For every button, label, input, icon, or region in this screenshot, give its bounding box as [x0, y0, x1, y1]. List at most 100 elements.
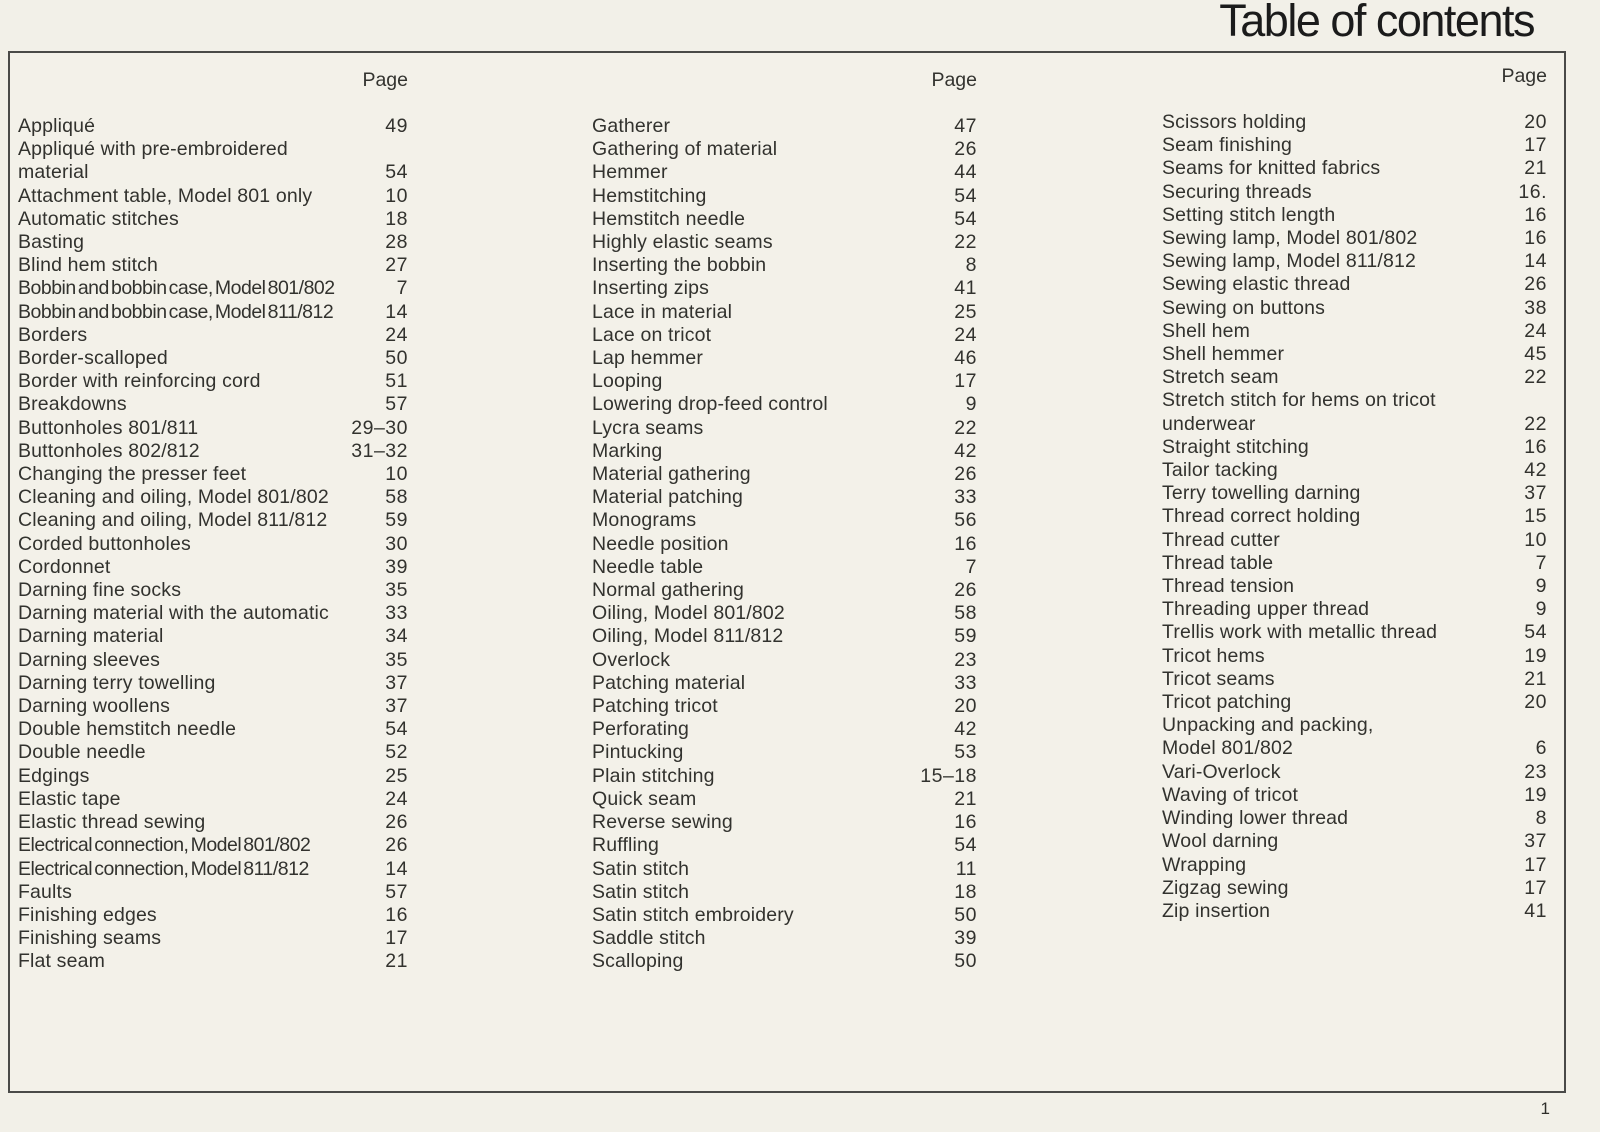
toc-entry-label: Vari-Overlock [1162, 760, 1281, 783]
toc-row: Saddle stitch 39 [592, 927, 977, 950]
toc-entry-label: Sewing elastic thread [1162, 273, 1351, 296]
toc-rows: Appliqué 49 Appliqué with pre-embroidered m… [18, 115, 408, 974]
toc-entry-label: Darning sleeves [18, 648, 161, 671]
toc-entry-label: Automatic stitches [18, 207, 179, 230]
toc-row: Darning fine socks 35 [18, 579, 408, 602]
toc-entry-page: 22 [1524, 366, 1547, 389]
toc-entry-label: Breakdowns [18, 393, 127, 416]
page-column-header: Page [931, 69, 977, 91]
toc-entry-page: 17 [1524, 876, 1547, 899]
toc-entry-page: 54 [954, 834, 977, 857]
toc-entry-page: 7 [965, 555, 977, 578]
toc-entry-label: Thread correct holding [1162, 505, 1361, 528]
toc-row: Scalloping 50 [592, 950, 977, 973]
toc-row: Sewing on buttons 38 [1162, 297, 1547, 320]
toc-rows: Scissors holding 20 Seam finishing 17 Seams … [1162, 111, 1547, 923]
toc-row: Inserting the bobbin 8 [592, 254, 977, 277]
toc-row: Tricot seams 21 [1162, 668, 1547, 691]
toc-entry-label: Buttonholes 802/812 [18, 439, 200, 462]
toc-row: Vari-Overlock 23 [1162, 761, 1547, 784]
toc-entry-page: 16. [1518, 180, 1547, 203]
toc-entry-page: 33 [954, 671, 977, 694]
toc-entry-label: Gatherer [592, 115, 671, 137]
toc-entry-page: 11 [955, 857, 977, 880]
toc-entry-label: Corded buttonholes [18, 532, 191, 555]
toc-entry-page: 10 [385, 463, 408, 486]
toc-entry-page: 20 [1524, 111, 1547, 133]
toc-entry-label: Zip insertion [1162, 899, 1271, 922]
toc-row: Patching tricot 20 [592, 695, 977, 718]
toc-row: Hemstitch needle 54 [592, 208, 977, 231]
toc-entry-label: Seams for knitted fabrics [1162, 157, 1381, 180]
toc-entry-label: Bobbin and bobbin case, Model 811/812 [18, 300, 334, 323]
toc-entry-page: 27 [385, 254, 408, 277]
toc-entry-label: Darning terry towelling [18, 671, 216, 694]
toc-row: Marking 42 [592, 440, 977, 463]
toc-entry-label: Bobbin and bobbin case, Model 801/802 [18, 277, 335, 300]
toc-entry-label: Cleaning and oiling, Model 801/802 [18, 486, 329, 509]
toc-entry-page: 31–32 [351, 439, 408, 462]
toc-entry-label: Tricot patching [1162, 691, 1292, 714]
toc-row: Needle table 7 [592, 556, 977, 579]
toc-entry-label: Waving of tricot [1162, 783, 1299, 806]
toc-entry-label: material [18, 161, 89, 184]
toc-entry-label: Satin stitch [592, 857, 690, 880]
toc-row: Basting 28 [18, 231, 408, 254]
toc-entry-label: Tricot hems [1162, 644, 1265, 667]
toc-row: Oiling, Model 811/812 59 [592, 625, 977, 648]
toc-row: Patching material 33 [592, 672, 977, 695]
toc-row: Inserting zips 41 [592, 277, 977, 300]
toc-entry-page: 16 [1524, 203, 1547, 226]
toc-entry-label: Sewing lamp, Model 811/812 [1162, 250, 1416, 273]
toc-entry-page: 42 [954, 718, 977, 741]
toc-row: Border with reinforcing cord 51 [18, 370, 408, 393]
toc-entry-page: 53 [954, 741, 977, 764]
toc-entry-label: Hemstitch needle [592, 207, 746, 230]
toc-entry-page: 26 [385, 811, 408, 834]
toc-entry-label: Setting stitch length [1162, 203, 1336, 226]
toc-entry-label: Unpacking and packing, [1162, 714, 1374, 737]
toc-entry-page: 19 [1524, 783, 1547, 806]
toc-entry-label: Appliqué with pre-embroidered [18, 138, 288, 161]
toc-row: Overlock 23 [592, 649, 977, 672]
toc-row: Shell hemmer 45 [1162, 343, 1547, 366]
toc-row: Monograms 56 [592, 509, 977, 532]
toc-entry-page: 41 [1524, 899, 1547, 922]
toc-entry-page: 8 [965, 254, 977, 277]
toc-entry-label: Lace on tricot [592, 323, 712, 346]
toc-entry-label: Sewing on buttons [1162, 296, 1325, 319]
toc-entry-page: 54 [1524, 621, 1547, 644]
toc-entry-label: Thread cutter [1162, 528, 1280, 551]
toc-row: Darning material with the automatic 33 [18, 602, 408, 625]
toc-row: Thread correct holding 15 [1162, 505, 1547, 528]
toc-row: Double needle 52 [18, 741, 408, 764]
toc-row: Darning material 34 [18, 625, 408, 648]
toc-entry-label: Perforating [592, 718, 690, 741]
toc-entry-label: Saddle stitch [592, 927, 706, 950]
toc-entry-label: Hemmer [592, 161, 668, 184]
toc-entry-page: 34 [385, 625, 408, 648]
page-number: 1 [1540, 1099, 1550, 1118]
toc-entry-label: Inserting the bobbin [592, 254, 767, 277]
toc-entry-page: 49 [385, 115, 408, 137]
toc-entry-page: 24 [954, 323, 977, 346]
toc-row: Terry towelling darning 37 [1162, 482, 1547, 505]
toc-row: Zigzag sewing 17 [1162, 877, 1547, 900]
toc-entry-page: 17 [954, 370, 977, 393]
toc-row: Sewing lamp, Model 801/802 16 [1162, 227, 1547, 250]
toc-entry-page: 30 [385, 532, 408, 555]
toc-column-2: Page Gatherer 47 Gathering of material 26 He… [592, 53, 977, 974]
toc-row: Lycra seams 22 [592, 417, 977, 440]
toc-row: Darning woollens 37 [18, 695, 408, 718]
toc-row: underwear 22 [1162, 413, 1547, 436]
toc-row: Stretch seam 22 [1162, 366, 1547, 389]
toc-entry-page: 54 [385, 161, 408, 184]
toc-entry-page: 37 [1524, 482, 1547, 505]
toc-entry-page: 15–18 [920, 764, 977, 787]
toc-entry-page: 50 [954, 950, 977, 973]
toc-row: Thread table 7 [1162, 552, 1547, 575]
toc-entry-label: Quick seam [592, 787, 697, 810]
toc-entry-page: 18 [385, 207, 408, 230]
toc-entry-page: 20 [1524, 691, 1547, 714]
toc-row: Plain stitching 15–18 [592, 765, 977, 788]
